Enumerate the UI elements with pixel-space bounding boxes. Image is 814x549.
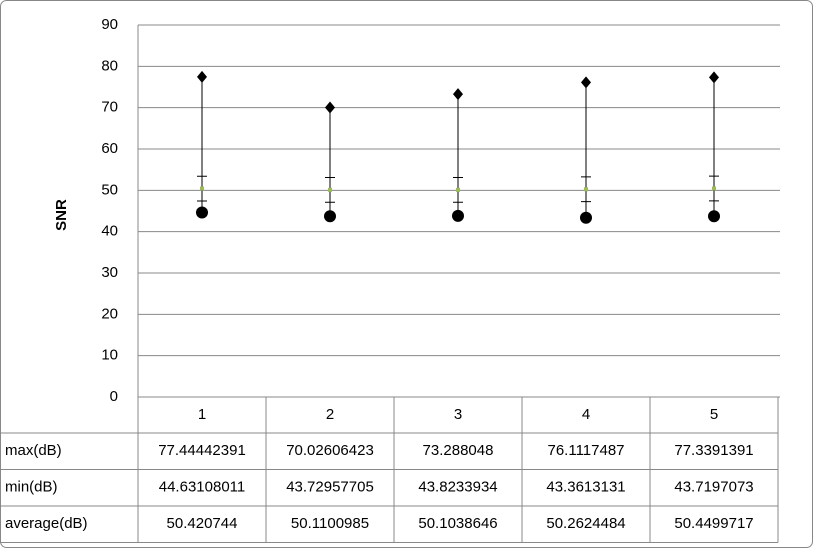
min-marker xyxy=(708,210,720,223)
y-tick-label: 20 xyxy=(101,305,118,322)
table-value: 50.1100985 xyxy=(291,515,369,532)
table-value: 43.8233934 xyxy=(418,479,497,496)
average-marker xyxy=(456,187,460,192)
legend-label: min(dB) xyxy=(5,479,58,496)
y-tick-label: 60 xyxy=(101,140,118,157)
table-value: 44.63108011 xyxy=(159,479,245,496)
max-marker xyxy=(581,76,591,89)
table-value: 70.02606423 xyxy=(286,442,374,459)
x-tick-label: 1 xyxy=(198,406,206,423)
max-marker xyxy=(453,88,463,101)
table-value: 77.44442391 xyxy=(158,442,246,459)
average-marker xyxy=(712,186,716,191)
y-tick-label: 10 xyxy=(101,347,118,364)
y-tick-label: 90 xyxy=(101,16,118,33)
max-marker xyxy=(709,71,719,84)
y-tick-label: 40 xyxy=(101,223,118,240)
max-marker xyxy=(197,70,207,83)
table-value: 50.420744 xyxy=(167,515,238,532)
x-tick-label: 3 xyxy=(454,406,462,423)
table-value: 50.2624484 xyxy=(546,515,625,532)
table-value: 43.7197073 xyxy=(674,479,753,496)
x-tick-label: 4 xyxy=(582,406,590,423)
average-marker xyxy=(328,187,332,192)
table-value: 77.3391391 xyxy=(674,442,753,459)
y-axis-title: SNR xyxy=(53,199,70,231)
legend-label: average(dB) xyxy=(5,515,88,532)
table-value: 73.288048 xyxy=(423,442,494,459)
min-marker xyxy=(196,206,208,219)
y-tick-label: 30 xyxy=(101,264,118,281)
legend-label: max(dB) xyxy=(5,442,62,459)
y-tick-label: 0 xyxy=(110,388,118,405)
table-value: 43.72957705 xyxy=(286,479,374,496)
average-marker xyxy=(200,186,204,191)
x-tick-label: 2 xyxy=(326,406,334,423)
table-value: 43.3613131 xyxy=(546,479,625,496)
table-value: 50.4499717 xyxy=(674,515,753,532)
table-value: 50.1038646 xyxy=(418,515,497,532)
y-tick-label: 50 xyxy=(101,181,118,198)
min-marker xyxy=(580,211,592,224)
min-marker xyxy=(324,210,336,223)
average-marker xyxy=(584,187,588,192)
y-tick-label: 70 xyxy=(101,99,118,116)
min-marker xyxy=(452,209,464,222)
y-tick-label: 80 xyxy=(101,57,118,74)
x-tick-label: 5 xyxy=(710,406,718,423)
table-value: 76.1117487 xyxy=(547,442,624,459)
max-marker xyxy=(325,101,335,114)
